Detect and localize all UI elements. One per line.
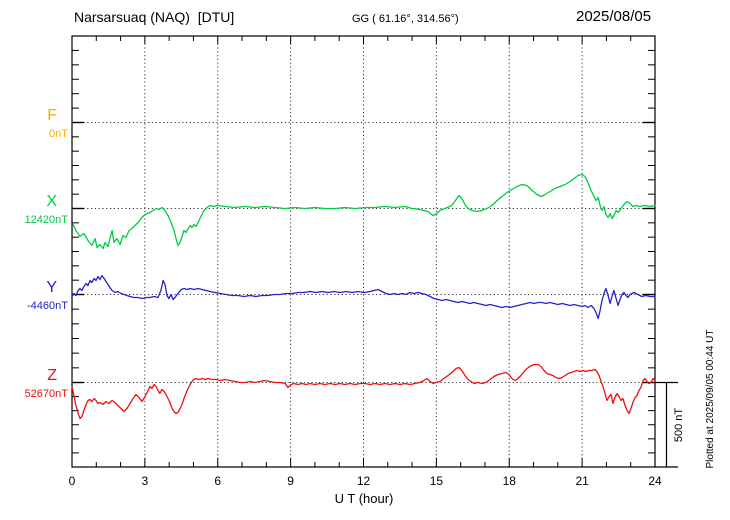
- plot-frame: [71, 35, 656, 468]
- channel-label-X: X: [46, 192, 57, 210]
- channel-label-Y: Y: [46, 278, 57, 296]
- x-tick-label-18: 18: [502, 474, 516, 488]
- x-tick-label-0: 0: [68, 474, 76, 488]
- channel-baseline-value-Z: 52670nT: [24, 387, 68, 400]
- x-tick-label-12: 12: [356, 474, 371, 488]
- trace-Z: [71, 363, 656, 420]
- trace-X: [72, 173, 656, 250]
- scale-bar-label: 500 nT: [673, 407, 685, 443]
- channel-label-F: F: [47, 106, 57, 124]
- trace-Y: [71, 274, 656, 320]
- x-tick-label-6: 6: [214, 474, 222, 488]
- channel-baseline-value-Y: -4460nT: [27, 299, 68, 312]
- x-tick-label-9: 9: [287, 474, 294, 488]
- channel-baseline-value-X: 12420nT: [24, 213, 68, 226]
- plotted-at-note: Plotted at 2025/09/05 00:44 UT: [705, 329, 716, 469]
- gg-coordinates: GG ( 61.16°, 314.56°): [352, 13, 459, 25]
- station-title: Narsarsuaq (NAQ) [DTU]: [74, 9, 235, 25]
- x-tick-label-21: 21: [575, 474, 589, 488]
- x-axis-title: U T (hour): [334, 491, 394, 506]
- plot-date: 2025/08/05: [576, 8, 652, 25]
- channel-baseline-value-F: 0nT: [49, 127, 68, 140]
- x-tick-label-15: 15: [429, 474, 444, 488]
- x-tick-label-3: 3: [141, 474, 149, 488]
- x-tick-label-24: 24: [648, 474, 662, 488]
- channel-label-Z: Z: [47, 366, 57, 384]
